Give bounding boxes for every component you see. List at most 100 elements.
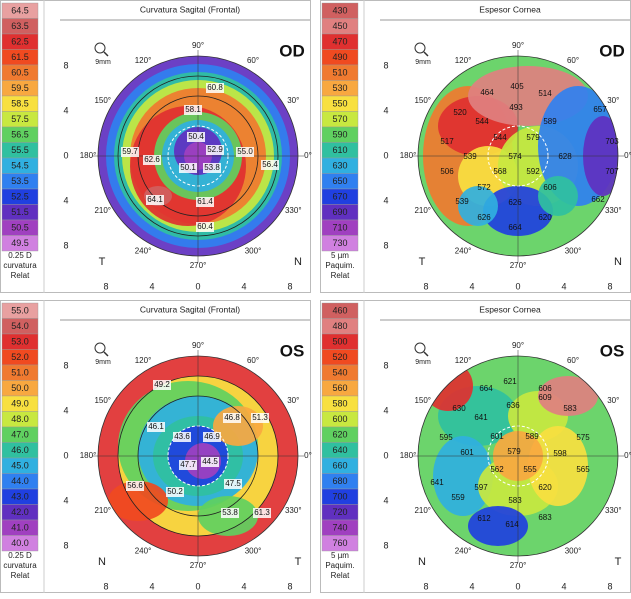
point-value: 574 — [508, 152, 522, 161]
scale-label: 710 — [332, 222, 347, 232]
point-value: 46.8 — [224, 413, 240, 422]
x-tick-label: 4 — [149, 281, 154, 291]
x-tick-label: 4 — [241, 281, 246, 291]
point-value: 583 — [563, 404, 577, 413]
scale-label: 600 — [332, 414, 347, 424]
degree-label: 210° — [94, 506, 111, 515]
point-value: 46.1 — [148, 422, 164, 431]
panel: 4304504704905105305505705906106306506706… — [321, 0, 631, 293]
point-value: 641 — [430, 478, 444, 487]
point-value: 47.5 — [225, 479, 241, 488]
scale-footer: Paquim. — [325, 261, 354, 270]
color-region — [538, 176, 578, 216]
point-value: 592 — [526, 167, 540, 176]
degree-label: 90° — [192, 341, 204, 350]
degree-label: 120° — [135, 56, 152, 65]
degree-label: 30° — [287, 396, 299, 405]
y-tick-label: 4 — [383, 495, 388, 505]
point-value: 51.3 — [252, 413, 268, 422]
scale-label: 63.5 — [11, 21, 29, 31]
scale-label: 46.0 — [11, 445, 29, 455]
side-label: N — [614, 256, 622, 268]
x-tick-label: 8 — [287, 581, 292, 591]
point-value: 506 — [440, 167, 454, 176]
scale-label: 56.5 — [11, 129, 29, 139]
scale-label: 450 — [332, 21, 347, 31]
point-value: 707 — [605, 167, 619, 176]
scale-label: 50.5 — [11, 222, 29, 232]
scale-label: 48.0 — [11, 414, 29, 424]
point-value: 597 — [474, 483, 488, 492]
point-value: 59.7 — [122, 147, 138, 156]
scale-label: 660 — [332, 460, 347, 470]
scale-label: 630 — [332, 160, 347, 170]
side-label: N — [98, 556, 106, 568]
x-tick-label: 8 — [423, 581, 428, 591]
x-tick-label: 4 — [241, 581, 246, 591]
point-value: 53.8 — [222, 508, 238, 517]
point-value: 598 — [553, 449, 567, 458]
scale-label: 580 — [332, 398, 347, 408]
y-tick-label: 4 — [383, 405, 388, 415]
x-tick-label: 0 — [515, 581, 520, 591]
side-label: N — [294, 256, 302, 268]
point-value: 630 — [452, 404, 466, 413]
y-tick-label: 4 — [63, 405, 68, 415]
point-value: 601 — [490, 432, 504, 441]
degree-label: 60° — [247, 56, 259, 65]
scale-label: 50.0 — [11, 383, 29, 393]
degree-label: 300° — [565, 546, 582, 555]
y-tick-label: 8 — [63, 240, 68, 250]
panel: 4604805005205405605806006206406606807007… — [321, 300, 631, 593]
x-tick-label: 4 — [149, 581, 154, 591]
scale-label: 51.0 — [11, 367, 29, 377]
x-tick-label: 0 — [195, 581, 200, 591]
y-tick-label: 4 — [63, 105, 68, 115]
point-value: 664 — [508, 223, 522, 232]
degree-label: 330° — [605, 206, 622, 215]
scale-label: 54.5 — [11, 160, 29, 170]
size-label: 9mm — [95, 359, 111, 366]
scale-label: 740 — [332, 522, 347, 532]
point-value: 565 — [576, 465, 590, 474]
x-tick-label: 4 — [561, 581, 566, 591]
degree-label: 120° — [455, 356, 472, 365]
degree-label: 180° — [400, 451, 417, 460]
point-value: 641 — [474, 413, 488, 422]
topography-screen: 64.563.562.561.560.559.558.557.556.555.5… — [0, 0, 631, 594]
point-value: 53.8 — [204, 163, 220, 172]
scale-label: 62.5 — [11, 36, 29, 46]
degree-label: 270° — [510, 261, 527, 270]
scale-label: 41.0 — [11, 522, 29, 532]
side-label: T — [419, 256, 426, 268]
x-tick-label: 8 — [607, 581, 612, 591]
degree-label: 30° — [287, 96, 299, 105]
scale-label: 51.5 — [11, 207, 29, 217]
x-tick-label: 8 — [607, 281, 612, 291]
y-tick-label: 0 — [63, 150, 68, 160]
scale-label: 720 — [332, 507, 347, 517]
eye-label: OS — [280, 341, 305, 360]
point-value: 464 — [480, 88, 494, 97]
degree-label: 240° — [135, 246, 152, 255]
x-tick-label: 4 — [469, 281, 474, 291]
scale-label: 500 — [332, 336, 347, 346]
degree-label: 0° — [624, 451, 631, 460]
scale-label: 64.5 — [11, 5, 29, 15]
degree-label: 0° — [624, 151, 631, 160]
color-region — [468, 506, 528, 546]
scale-label: 680 — [332, 476, 347, 486]
scale-label: 510 — [332, 67, 347, 77]
scale-label: 44.0 — [11, 476, 29, 486]
degree-label: 210° — [414, 506, 431, 515]
point-value: 579 — [507, 447, 521, 456]
scale-label: 520 — [332, 352, 347, 362]
y-tick-label: 8 — [383, 360, 388, 370]
side-label: T — [295, 556, 302, 568]
point-value: 50.4 — [188, 132, 204, 141]
scale-label: 530 — [332, 83, 347, 93]
point-value: 606 — [538, 384, 552, 393]
y-tick-label: 4 — [383, 105, 388, 115]
map-title: Espesor Cornea — [479, 304, 541, 314]
scale-label: 460 — [332, 305, 347, 315]
